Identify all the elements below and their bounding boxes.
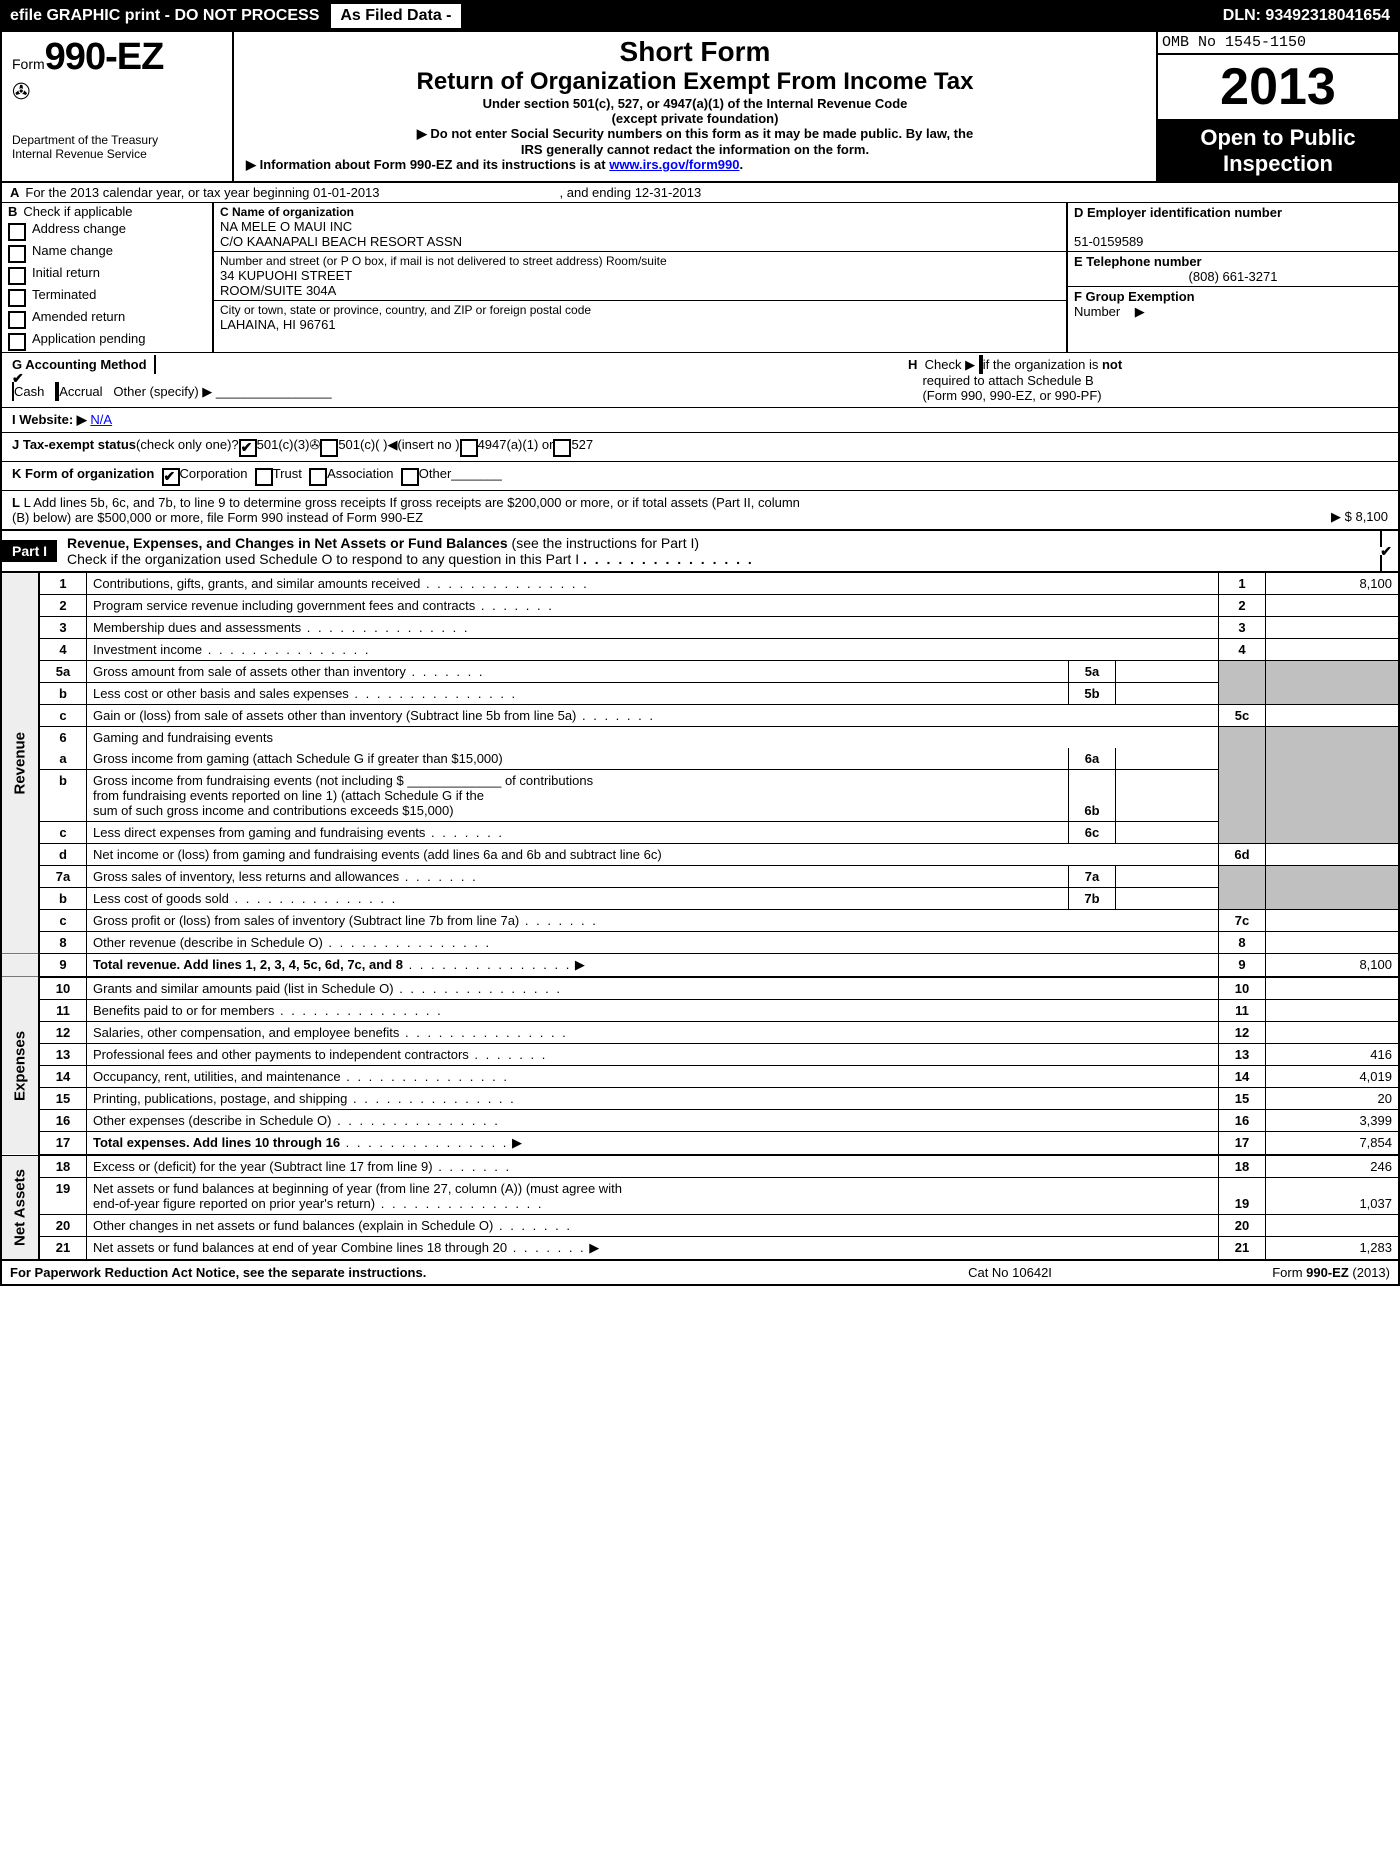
line-14-value: 4,019 — [1266, 1066, 1400, 1088]
checkbox-corp[interactable] — [162, 468, 180, 486]
c-street-label: Number and street (or P O box, if mail i… — [220, 254, 1060, 268]
omb-number: OMB No 1545-1150 — [1158, 32, 1398, 55]
short-form-title: Short Form — [242, 36, 1148, 68]
header-right: OMB No 1545-1150 2013 Open to Public Ins… — [1156, 32, 1398, 181]
top-bar: efile GRAPHIC print - DO NOT PROCESS As … — [0, 0, 1400, 32]
triangle-icon: ▶ — [1135, 304, 1145, 320]
col-def: D Employer identification number 51-0159… — [1068, 203, 1398, 352]
row-k: K Form of organization Corporation Trust… — [2, 461, 1398, 490]
footer-center: Cat No 10642I — [870, 1265, 1150, 1280]
c-name-label: C Name of organization — [220, 205, 1060, 219]
checkbox-icon[interactable] — [8, 267, 26, 285]
line-9-value: 8,100 — [1266, 954, 1400, 978]
part-i-tab: Part I — [2, 540, 57, 562]
checkbox-icon[interactable] — [8, 223, 26, 241]
phone-value: (808) 661-3271 — [1074, 269, 1392, 284]
checkbox-4947[interactable] — [460, 439, 478, 457]
row-l: L L Add lines 5b, 6c, and 7b, to line 9 … — [2, 490, 1398, 529]
line-16-value: 3,399 — [1266, 1110, 1400, 1132]
line-15-value: 20 — [1266, 1088, 1400, 1110]
f-label2: Number ▶ — [1074, 304, 1195, 320]
header-center: Short Form Return of Organization Exempt… — [234, 32, 1156, 181]
e-label: E Telephone number — [1074, 254, 1392, 269]
side-revenue: Revenue — [1, 573, 39, 954]
checkbox-icon[interactable] — [8, 289, 26, 307]
dept-treasury: Department of the Treasury — [12, 133, 222, 147]
row-a-text2: , and ending 12-31-2013 — [560, 185, 702, 200]
ck-amended: Amended return — [2, 308, 212, 330]
ein-value: 51-0159589 — [1074, 220, 1392, 249]
checkbox-assoc[interactable] — [309, 468, 327, 486]
col-b: B Check if applicable Address change Nam… — [2, 203, 214, 352]
row-a-text1: For the 2013 calendar year, or tax year … — [25, 185, 379, 200]
label-a: A — [10, 185, 19, 200]
warn-line1: ▶ Do not enter Social Security numbers o… — [242, 126, 1148, 142]
org-street1: 34 KUPUOHI STREET — [220, 268, 1060, 283]
footer-left: For Paperwork Reduction Act Notice, see … — [10, 1265, 870, 1280]
ck-terminated: Terminated — [2, 286, 212, 308]
line-1-value: 8,100 — [1266, 573, 1400, 595]
form-prefix: Form — [12, 56, 45, 72]
org-city: LAHAINA, HI 96761 — [220, 317, 1060, 332]
footer-right: Form 990-EZ (2013) — [1150, 1265, 1390, 1280]
info-about: ▶ Information about Form 990-EZ and its … — [242, 157, 1148, 173]
ck-initial-return: Initial return — [2, 264, 212, 286]
row-a: A For the 2013 calendar year, or tax yea… — [2, 183, 1398, 203]
dln-label: DLN: 93492318041654 — [1215, 5, 1398, 27]
row-i: I Website: ▶ N/A — [2, 407, 1398, 432]
efile-label: efile GRAPHIC print - DO NOT PROCESS — [2, 5, 327, 27]
tax-year: 2013 — [1158, 55, 1398, 121]
header-left: Form990-EZ ✇ Department of the Treasury … — [2, 32, 234, 181]
under-section: Under section 501(c), 527, or 4947(a)(1)… — [242, 96, 1148, 111]
return-title: Return of Organization Exempt From Incom… — [242, 68, 1148, 96]
warn-line2: IRS generally cannot redact the informat… — [242, 142, 1148, 157]
irs-link[interactable]: www.irs.gov/form990 — [609, 157, 739, 172]
line-21-value: 1,283 — [1266, 1237, 1400, 1261]
open-public: Open to Public Inspection — [1158, 121, 1398, 181]
row-bcdef: B Check if applicable Address change Nam… — [2, 203, 1398, 352]
ck-application-pending: Application pending — [2, 330, 212, 352]
ck-name-change: Name change — [2, 242, 212, 264]
line-17-value: 7,854 — [1266, 1132, 1400, 1156]
footer: For Paperwork Reduction Act Notice, see … — [0, 1261, 1400, 1286]
checkbox-icon[interactable] — [8, 245, 26, 263]
row-g-h: G Accounting Method Cash Accrual Other (… — [2, 352, 1398, 407]
checkbox-trust[interactable] — [255, 468, 273, 486]
l-amount: ▶ $ 8,100 — [1208, 509, 1388, 525]
side-netassets: Net Assets — [1, 1155, 39, 1260]
line-18-value: 246 — [1266, 1155, 1400, 1178]
part-i-table: Revenue 1 Contributions, gifts, grants, … — [0, 573, 1400, 1261]
checkbox-schedule-o[interactable] — [1380, 529, 1392, 573]
row-j: J Tax-exempt status(check only one)? 501… — [2, 432, 1398, 461]
org-name1: NA MELE O MAUI INC — [220, 219, 1060, 234]
checkbox-other[interactable] — [401, 468, 419, 486]
dept-irs: Internal Revenue Service — [12, 147, 222, 161]
side-expenses: Expenses — [1, 977, 39, 1155]
checkbox-501c3[interactable] — [239, 439, 257, 457]
ck-address-change: Address change — [2, 220, 212, 242]
line-13-value: 416 — [1266, 1044, 1400, 1066]
checkbox-icon[interactable] — [8, 311, 26, 329]
c-city-label: City or town, state or province, country… — [220, 303, 1060, 317]
checkbox-527[interactable] — [553, 439, 571, 457]
form-page: efile GRAPHIC print - DO NOT PROCESS As … — [0, 0, 1400, 1286]
part-i-header: Part I Revenue, Expenses, and Changes in… — [0, 531, 1400, 573]
d-label: D Employer identification number — [1074, 205, 1392, 220]
line-19-value: 1,037 — [1266, 1178, 1400, 1215]
col-c: C Name of organization NA MELE O MAUI IN… — [214, 203, 1068, 352]
section-a-f: A For the 2013 calendar year, or tax yea… — [0, 183, 1400, 531]
form-header: Form990-EZ ✇ Department of the Treasury … — [0, 32, 1400, 183]
checkbox-icon[interactable] — [8, 333, 26, 351]
f-label: F Group Exemption — [1074, 289, 1195, 304]
form-number: 990-EZ — [45, 36, 164, 78]
as-filed-label: As Filed Data - — [331, 4, 460, 28]
org-name2: C/O KAANAPALI BEACH RESORT ASSN — [220, 234, 1060, 249]
checkbox-501c[interactable] — [320, 439, 338, 457]
org-street2: ROOM/SUITE 304A — [220, 283, 1060, 298]
website-link[interactable]: N/A — [90, 412, 112, 427]
except-text: (except private foundation) — [242, 111, 1148, 126]
